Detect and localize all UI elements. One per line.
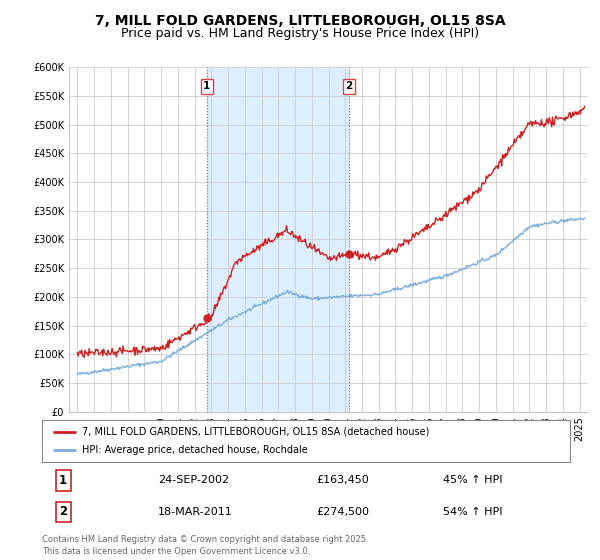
Text: 1: 1: [59, 474, 67, 487]
Text: 45% ↑ HPI: 45% ↑ HPI: [443, 475, 503, 486]
Text: £274,500: £274,500: [317, 507, 370, 517]
Bar: [207, 67, 349, 412]
Text: 54% ↑ HPI: 54% ↑ HPI: [443, 507, 503, 517]
Text: 18-MAR-2011: 18-MAR-2011: [158, 507, 233, 517]
Text: 24-SEP-2002: 24-SEP-2002: [158, 475, 229, 486]
Text: 2: 2: [345, 81, 352, 91]
Text: Contains HM Land Registry data © Crown copyright and database right 2025.
This d: Contains HM Land Registry data © Crown c…: [42, 535, 368, 556]
Text: £163,450: £163,450: [317, 475, 370, 486]
Text: 7, MILL FOLD GARDENS, LITTLEBOROUGH, OL15 8SA (detached house): 7, MILL FOLD GARDENS, LITTLEBOROUGH, OL1…: [82, 427, 429, 437]
Text: 1: 1: [203, 81, 211, 91]
Text: 7, MILL FOLD GARDENS, LITTLEBOROUGH, OL15 8SA: 7, MILL FOLD GARDENS, LITTLEBOROUGH, OL1…: [95, 14, 505, 28]
Text: 2: 2: [59, 505, 67, 519]
Text: Price paid vs. HM Land Registry's House Price Index (HPI): Price paid vs. HM Land Registry's House …: [121, 27, 479, 40]
Text: HPI: Average price, detached house, Rochdale: HPI: Average price, detached house, Roch…: [82, 445, 307, 455]
